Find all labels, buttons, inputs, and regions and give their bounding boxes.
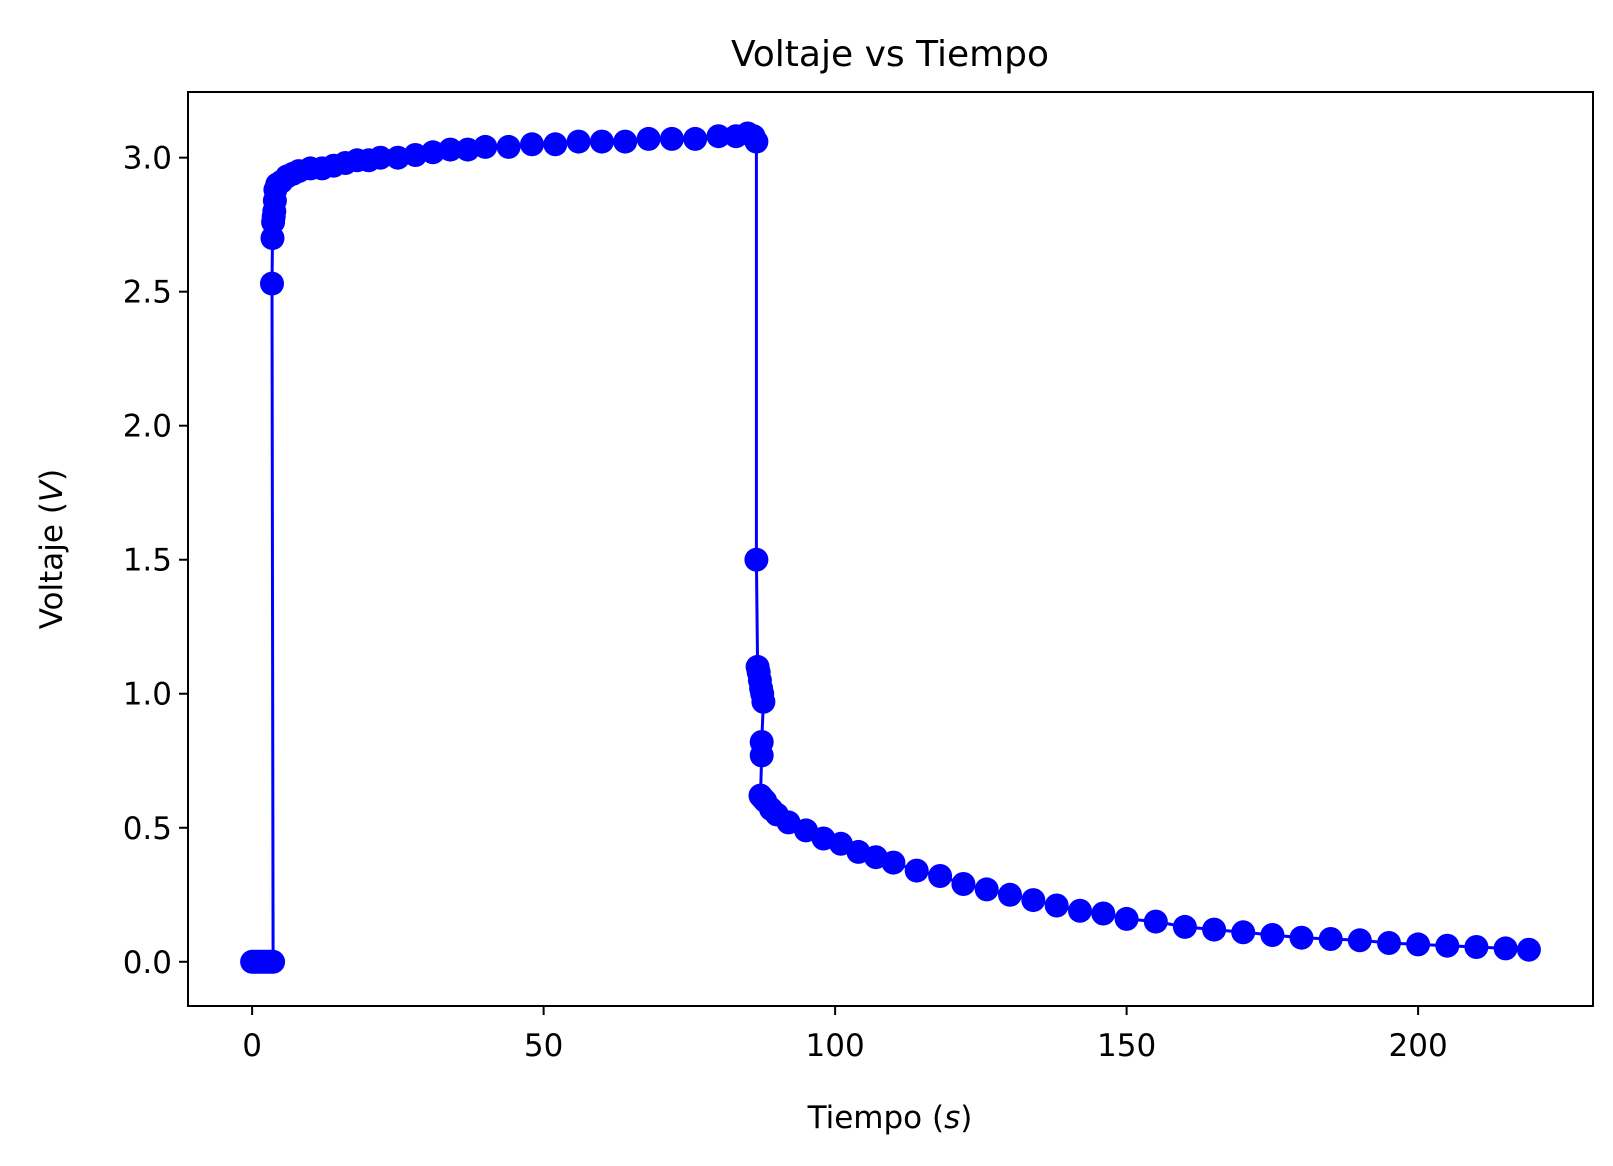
axes-frame — [187, 91, 1594, 1007]
data-point — [1044, 893, 1069, 918]
y-tick-label: 2.5 — [123, 275, 172, 311]
plot-area — [240, 121, 1541, 974]
data-point — [751, 689, 776, 714]
y-tick-label: 3.0 — [123, 141, 172, 177]
y-tick-label: 1.0 — [123, 677, 172, 713]
data-point — [260, 271, 284, 296]
x-tick-label: 150 — [1097, 1028, 1156, 1064]
data-point — [636, 126, 661, 151]
x-tick-label: 200 — [1389, 1028, 1448, 1064]
y-tick-label: 2.0 — [123, 409, 172, 445]
x-axis-ticks: 0 50 100 150 200 — [242, 1006, 1448, 1064]
data-point — [1493, 936, 1518, 961]
y-axis-ticks: 0.0 0.5 1.0 1.5 2.0 2.5 3.0 — [123, 141, 188, 981]
data-point — [744, 547, 769, 572]
data-point — [706, 124, 731, 149]
data-point — [1377, 931, 1401, 955]
data-point — [974, 877, 999, 902]
data-point — [1114, 906, 1139, 931]
data-point — [1260, 923, 1285, 947]
data-point — [881, 850, 906, 875]
data-point — [659, 126, 684, 151]
data-point — [1289, 925, 1314, 950]
data-point — [1231, 920, 1256, 945]
data-point — [589, 129, 614, 154]
data-point — [261, 949, 286, 974]
data-point — [1318, 927, 1343, 951]
data-point — [928, 864, 953, 888]
x-axis-label: Tiempo (s) — [807, 1100, 973, 1136]
data-point — [473, 134, 498, 159]
data-point — [1091, 901, 1116, 926]
data-point — [951, 872, 976, 896]
data-point — [1464, 935, 1489, 959]
data-point — [566, 129, 591, 154]
x-tick-label: 0 — [242, 1028, 262, 1064]
data-point — [1347, 928, 1372, 953]
data-point — [438, 137, 463, 162]
data-point — [496, 134, 521, 159]
chart-title: Voltaje vs Tiempo — [731, 34, 1049, 75]
data-point — [998, 882, 1022, 907]
data-point — [744, 129, 769, 154]
y-axis-label: Voltaje (V) — [34, 469, 70, 630]
data-point — [1172, 914, 1197, 939]
data-point — [1516, 937, 1541, 962]
data-point — [368, 145, 393, 170]
data-point — [520, 132, 544, 157]
data-point — [543, 132, 568, 157]
data-point — [613, 129, 638, 154]
data-point — [904, 858, 929, 883]
y-tick-label: 0.5 — [123, 811, 172, 847]
data-point — [1068, 898, 1092, 923]
y-tick-label: 0.0 — [123, 945, 172, 981]
data-point — [683, 126, 708, 151]
data-point — [1406, 932, 1431, 957]
data-point — [1202, 917, 1227, 942]
data-point — [1021, 888, 1046, 913]
series-line — [252, 132, 1529, 964]
x-tick-label: 50 — [524, 1028, 563, 1064]
data-point — [1143, 909, 1168, 934]
y-tick-label: 1.5 — [123, 543, 172, 579]
x-tick-label: 100 — [806, 1028, 865, 1064]
data-point — [749, 743, 774, 768]
data-point — [1435, 933, 1460, 958]
